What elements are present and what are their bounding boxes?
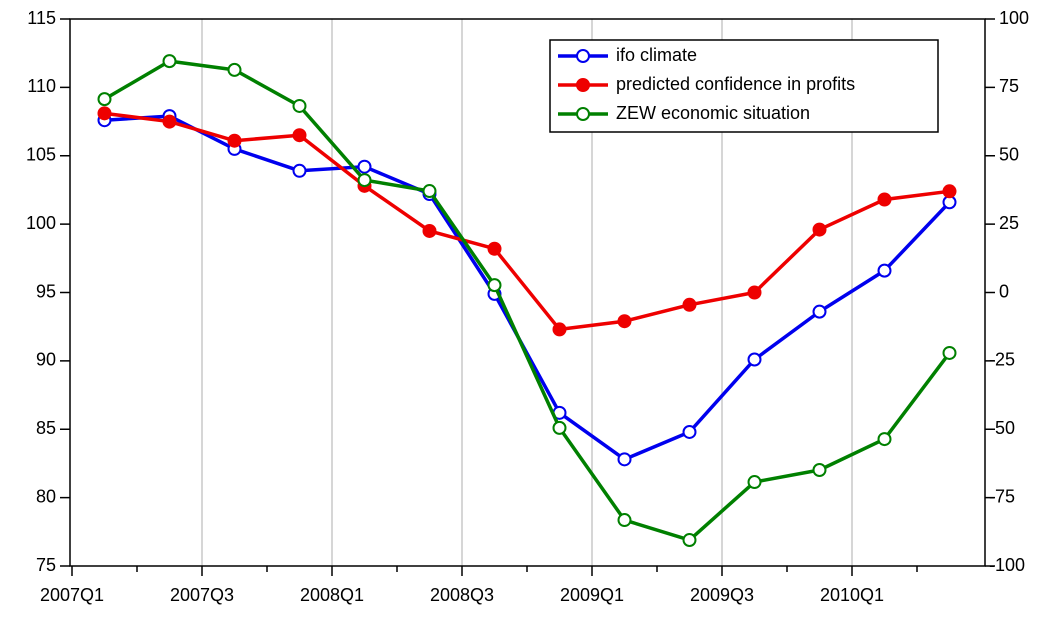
y-tick-label: 80 [36,486,56,506]
y2-tick-label: 0 [999,281,1009,301]
data-point [877,263,892,278]
data-point [747,352,762,367]
y-tick-label: 110 [27,76,56,96]
y-tick-label: 95 [36,281,56,301]
data-point [747,285,762,300]
legend-marker [576,78,590,92]
legend-marker [576,49,590,63]
x-tick-label: 2010Q1 [820,585,884,605]
series-line [103,59,951,542]
y2-tick-label: 75 [999,76,1019,96]
data-point [357,173,372,188]
data-point [292,98,307,113]
data-point [617,452,632,467]
data-point [97,92,112,107]
y2-tick-label: -75 [989,486,1015,506]
data-point [812,463,827,478]
data-point [357,159,372,174]
data-point [487,241,502,256]
x-tick-label: 2007Q3 [170,585,234,605]
y-tick-label: 90 [36,350,56,370]
legend-marker [576,107,590,121]
y-tick-label: 75 [36,555,56,575]
data-point [292,163,307,178]
y2-tick-label: -50 [989,418,1015,438]
data-point [97,106,112,121]
x-tick-label: 2009Q1 [560,585,624,605]
y-tick-label: 85 [36,418,56,438]
data-point [422,184,437,199]
data-point [682,424,697,439]
y-tick-label: 115 [27,8,56,28]
data-point [682,297,697,312]
data-point [877,192,892,207]
data-point [292,128,307,143]
data-point [422,223,437,238]
y2-tick-label: 100 [999,8,1029,28]
data-point [227,62,242,77]
data-point [812,222,827,237]
legend-label: ZEW economic situation [616,103,810,123]
data-point [162,54,177,69]
y-tick-label: 100 [26,213,56,233]
data-point [552,420,567,435]
data-point [227,133,242,148]
data-point [617,513,632,528]
y2-tick-label: -100 [989,555,1025,575]
series-line [104,111,950,332]
legend-label: ifo climate [616,45,697,65]
y2-tick-label: 25 [999,213,1019,233]
legend-box [549,39,939,133]
x-tick-label: 2008Q1 [300,585,364,605]
data-point [812,304,827,319]
data-point [747,475,762,490]
data-point [877,432,892,447]
data-point [162,114,177,129]
y2-tick-label: 50 [999,145,1019,165]
legend-label: predicted confidence in profits [616,74,855,94]
y-tick-label: 105 [26,145,56,165]
x-tick-label: 2008Q3 [430,585,494,605]
x-tick-label: 2009Q3 [690,585,754,605]
x-tick-label: 2007Q1 [40,585,104,605]
data-point [617,314,632,329]
y2-tick-label: -25 [989,350,1015,370]
data-point [552,322,567,337]
data-point [942,184,957,199]
data-point [487,278,502,293]
data-point [682,533,697,548]
data-point [942,345,957,360]
